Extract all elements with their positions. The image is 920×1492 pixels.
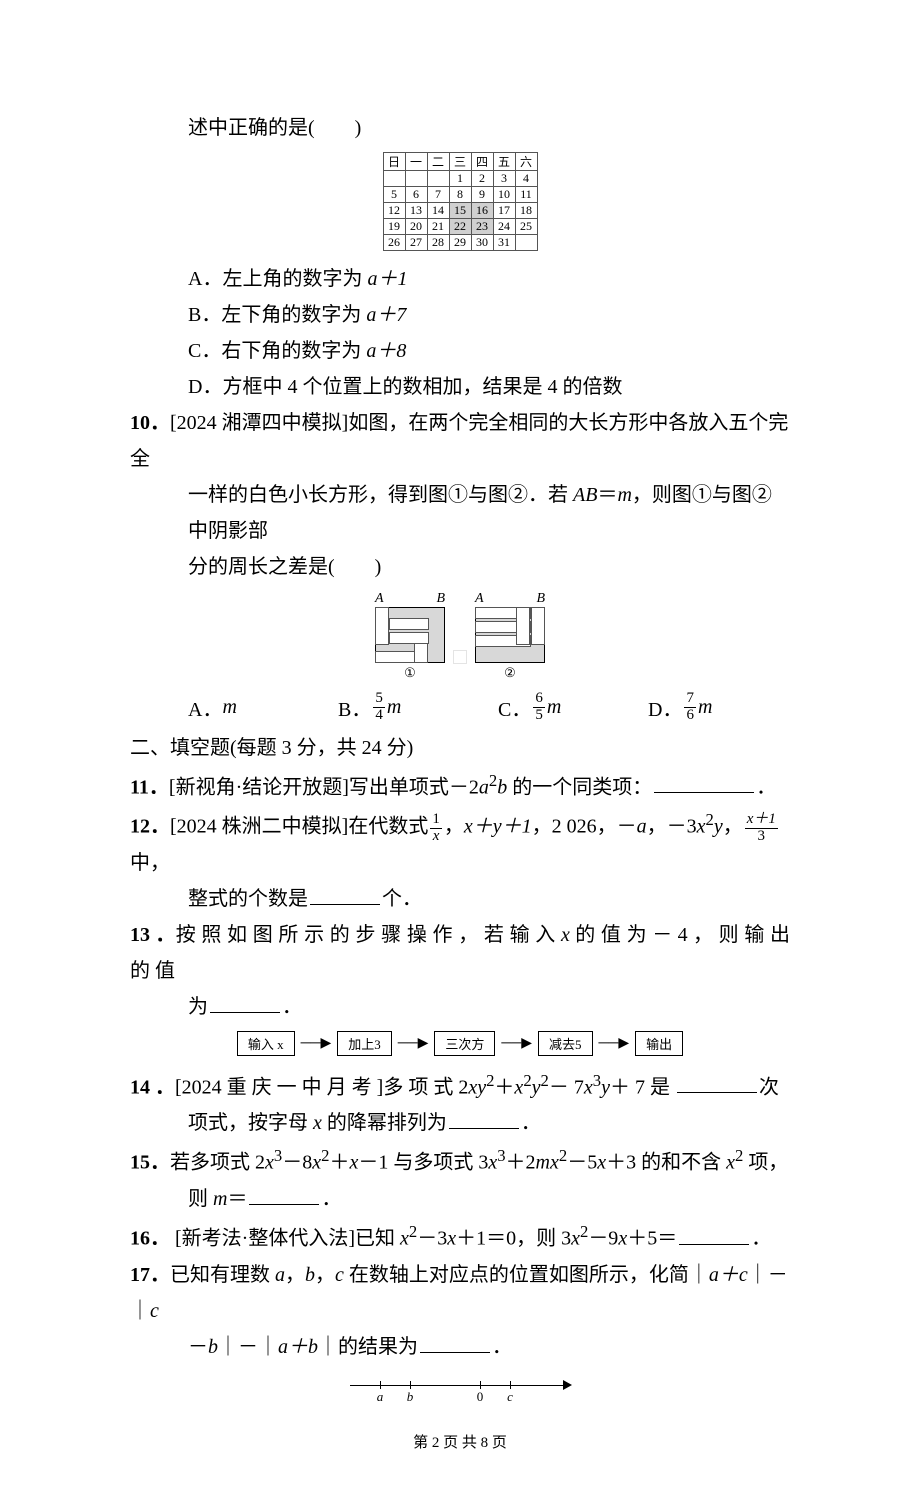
section-2-heading: 二、填空题(每题 3 分，共 24 分): [130, 730, 790, 766]
q12-line1: 12．[2024 株洲二中模拟]在代数式1x，x＋y＋1，2 026，－a，－3…: [130, 805, 790, 881]
q12-line2: 整式的个数是个．: [130, 881, 790, 917]
flow-step: 输出: [635, 1031, 683, 1056]
q10-line1: 10．[2024 湘潭四中模拟]如图，在两个完全相同的大长方形中各放入五个完全: [130, 405, 790, 477]
q16: 16． [新考法·整体代入法]已知 x2－3x＋1＝0，则 3x2－9x＋5＝．: [130, 1217, 790, 1257]
q10-line2: 一样的白色小长方形，得到图①与图②．若 AB＝m，则图①与图②中阴影部: [130, 477, 790, 549]
q14-line2: 项式，按字母 x 的降幂排列为．: [130, 1105, 790, 1141]
rect-2: [475, 607, 545, 663]
flow-step: 输入 x: [237, 1031, 295, 1056]
flow-step: 加上3: [337, 1031, 392, 1056]
q13-line1: 13 ．按 照 如 图 所 示 的 步 骤 操 作 ， 若 输 入 x 的 值 …: [130, 917, 790, 989]
flow-step: 减去5: [538, 1031, 593, 1056]
q13-line2: 为．: [130, 989, 790, 1025]
q15-line1: 15．若多项式 2x3－8x2＋x－1 与多项式 3x3＋2mx2－5x＋3 的…: [130, 1141, 790, 1181]
q17-numberline: a b 0 c: [130, 1371, 790, 1401]
page-footer: 第 2 页 共 8 页: [130, 1431, 790, 1452]
q10-figure: AB ① AB ②: [130, 591, 790, 681]
q10-choices: A． m B． 54m C． 65m D． 76m: [130, 691, 790, 724]
q9-choice-a: A．左上角的数字为 a＋1: [130, 261, 790, 297]
q15-line2: 则 m＝．: [130, 1181, 790, 1217]
q17-line2: －b｜－｜a＋b｜的结果为．: [130, 1329, 790, 1365]
flow-step: 三次方: [434, 1031, 495, 1056]
calendar-table: 日一二三四五六123456789101112131415161718192021…: [383, 152, 538, 251]
q9-choice-b: B．左下角的数字为 a＋7: [130, 297, 790, 333]
q10-line3: 分的周长之差是( ): [130, 549, 790, 585]
rect-1: [375, 607, 445, 663]
q9-choice-c: C．右下角的数字为 a＋8: [130, 333, 790, 369]
q11: 11．[新视角·结论开放题]写出单项式－2a2b 的一个同类项：．: [130, 766, 790, 806]
q13-flow: 输入 x──▶加上3──▶三次方──▶减去5──▶输出: [130, 1031, 790, 1056]
q14-line1: 14 ．[2024 重 庆 一 中 月 考 ]多 项 式 2xy2＋x2y2－ …: [130, 1066, 790, 1106]
watermark-icon: [453, 650, 467, 664]
calendar-figure: 日一二三四五六123456789101112131415161718192021…: [130, 152, 790, 251]
q9-choice-d: D．方框中 4 个位置上的数相加，结果是 4 的倍数: [130, 369, 790, 405]
q17-line1: 17．已知有理数 a，b，c 在数轴上对应点的位置如图所示，化简｜a＋c｜－｜c: [130, 1257, 790, 1329]
q10-number: 10．: [130, 412, 170, 434]
q-cont-tail: 述中正确的是( ): [130, 110, 790, 146]
